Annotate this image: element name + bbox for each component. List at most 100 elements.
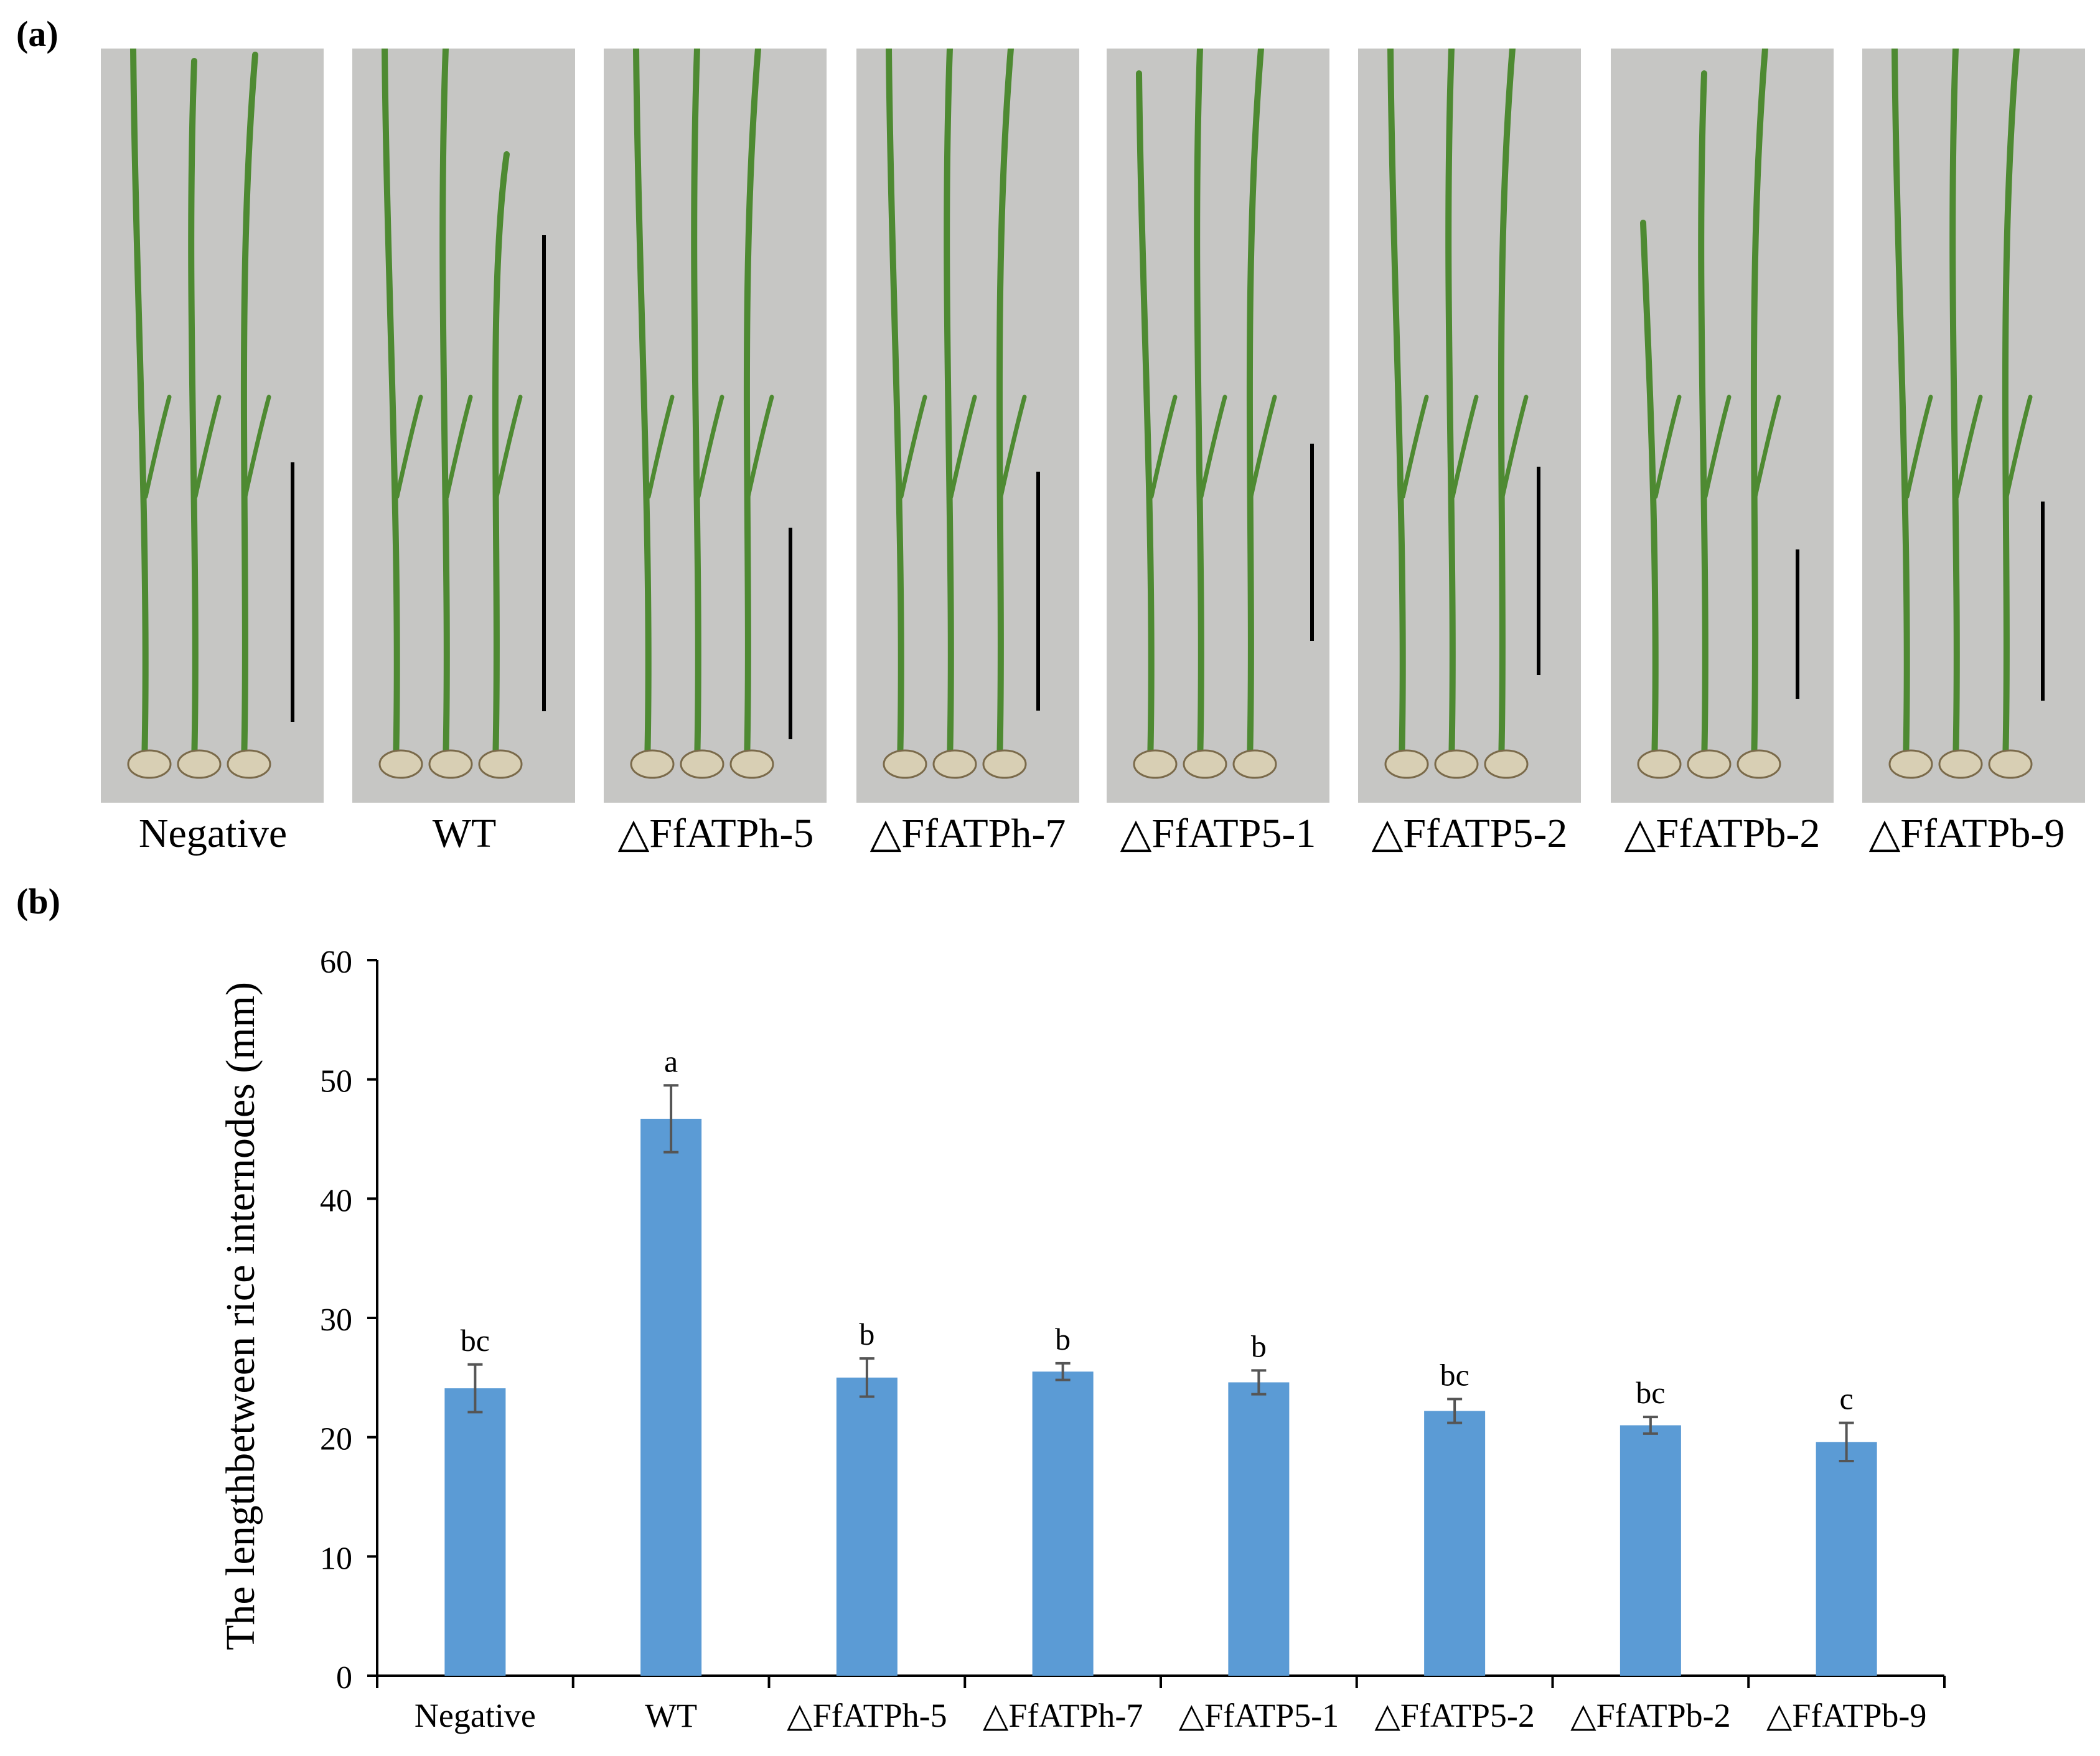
photo-caption-ffatp5-1: △FfATP5-1 [1120, 811, 1316, 856]
x-tick-label: Negative [415, 1697, 536, 1734]
seedling-illustration [1862, 49, 2085, 803]
seedling-stem [886, 49, 904, 767]
y-tick-label: 10 [320, 1541, 352, 1576]
seedling-stem [1246, 49, 1264, 767]
panel-a-label: (a) [16, 14, 59, 54]
seed [1232, 749, 1277, 779]
seedling-illustration [1358, 49, 1581, 803]
seed [982, 749, 1027, 779]
seed [1988, 749, 2033, 779]
photo-ffatp5-1 [1107, 49, 1329, 803]
seedling-stem [382, 49, 400, 767]
photo-caption-ffatpb-2: △FfATPb-2 [1624, 811, 1821, 856]
seedling-illustration [101, 49, 324, 803]
x-tick-label: △FfATP5-2 [1374, 1697, 1535, 1734]
seedling-stem [1891, 49, 1910, 767]
x-tick-label: △FfATPb-9 [1766, 1697, 1927, 1734]
seedling-leaf [696, 395, 724, 499]
seedling-leaf [949, 395, 977, 499]
seedling-illustration [1107, 49, 1329, 803]
seedling-illustration [1611, 49, 1834, 803]
x-tick-label: △FfATPh-7 [983, 1697, 1143, 1734]
seedling-leaf [1249, 395, 1277, 499]
significance-letter: a [664, 1044, 678, 1078]
seedling-leaf [746, 395, 774, 499]
seedling-stem [492, 151, 510, 767]
x-tick-label: △FfATPb-2 [1570, 1697, 1731, 1734]
seed [1687, 749, 1732, 779]
seedling-stem [1498, 49, 1516, 767]
seedling-leaf [444, 395, 473, 499]
seedling-leaf [1753, 395, 1781, 499]
x-tick-label: △FfATP5-1 [1179, 1697, 1339, 1734]
seedling-stem [1194, 49, 1204, 767]
y-tick-label: 30 [320, 1302, 352, 1338]
seedling-stem [691, 49, 701, 767]
seedling-stem [1136, 70, 1155, 767]
seedling-illustration [856, 49, 1079, 803]
seedling-leaf [998, 395, 1027, 499]
seed [1384, 749, 1429, 779]
photo-wt [352, 49, 575, 803]
seedling-stem [439, 49, 450, 767]
seed [1183, 749, 1227, 779]
seedling-leaf [2004, 395, 2033, 499]
seed [378, 749, 423, 779]
seedling-stem [1949, 49, 1960, 767]
seed [1737, 749, 1781, 779]
photo-caption-ffatph-7: △FfATPh-7 [870, 811, 1066, 856]
seedling-stem [130, 49, 149, 767]
seedling-stem [633, 49, 652, 767]
seedling-stem [1387, 49, 1406, 767]
x-tick-label: WT [645, 1697, 697, 1734]
seedling-illustration [604, 49, 827, 803]
seed [428, 749, 473, 779]
seedling-stem [1698, 70, 1709, 767]
photo-ffatpb-9 [1862, 49, 2085, 803]
significance-letter: c [1840, 1381, 1854, 1416]
significance-letter: bc [1636, 1375, 1665, 1410]
y-tick-label: 60 [320, 945, 352, 980]
seed [177, 749, 222, 779]
seedling-stem [743, 49, 761, 767]
photo-caption-ffatph-5: △FfATPh-5 [617, 811, 814, 856]
bar [1228, 1382, 1290, 1676]
seedling-stem [1750, 49, 1768, 767]
significance-letter: bc [1440, 1357, 1470, 1392]
significance-letter: b [1251, 1329, 1267, 1363]
seedling-stem [188, 58, 199, 767]
photo-ffatph-7 [856, 49, 1079, 803]
seed [1133, 749, 1178, 779]
seedling-leaf [646, 395, 675, 499]
photo-negative [101, 49, 324, 803]
seedling-leaf [1400, 395, 1429, 499]
bar [640, 1118, 702, 1676]
seedling-leaf [1149, 395, 1178, 499]
significance-letter: b [1055, 1322, 1071, 1357]
panel-b-label: (b) [16, 881, 60, 922]
seedling-leaf [1653, 395, 1682, 499]
photo-ffatpb-2 [1611, 49, 1834, 803]
significance-letter: bc [461, 1323, 490, 1358]
seedling-illustration [352, 49, 575, 803]
seedling-leaf [193, 395, 222, 499]
seedling-leaf [494, 395, 523, 499]
seedling-leaf [1905, 395, 1933, 499]
seedling-leaf [1703, 395, 1732, 499]
seedling-leaf [899, 395, 927, 499]
bar [836, 1377, 898, 1676]
photo-caption-negative: Negative [138, 811, 288, 856]
bar [1620, 1425, 1681, 1676]
y-axis-label: The lengthbetween rice internodes (mm) [218, 982, 263, 1650]
photo-ffatp5-2 [1358, 49, 1581, 803]
x-tick-label: △FfATPh-5 [787, 1697, 947, 1734]
seedling-leaf [1500, 395, 1529, 499]
seed [1888, 749, 1933, 779]
seedling-leaf [1954, 395, 1983, 499]
y-tick-label: 20 [320, 1422, 352, 1457]
seed [729, 749, 774, 779]
photo-caption-ffatp5-2: △FfATP5-2 [1371, 811, 1568, 856]
seedling-leaf [395, 395, 423, 499]
seed [680, 749, 724, 779]
